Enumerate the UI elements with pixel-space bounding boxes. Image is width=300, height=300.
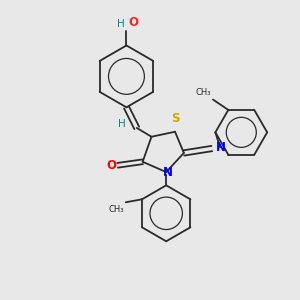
- Text: O: O: [128, 16, 138, 29]
- Text: CH₃: CH₃: [109, 205, 124, 214]
- Text: CH₃: CH₃: [195, 88, 211, 97]
- Text: O: O: [106, 159, 116, 172]
- Text: H: H: [117, 19, 125, 29]
- Text: N: N: [163, 166, 173, 178]
- Text: H: H: [118, 119, 125, 129]
- Text: S: S: [171, 112, 180, 125]
- Text: N: N: [216, 141, 226, 154]
